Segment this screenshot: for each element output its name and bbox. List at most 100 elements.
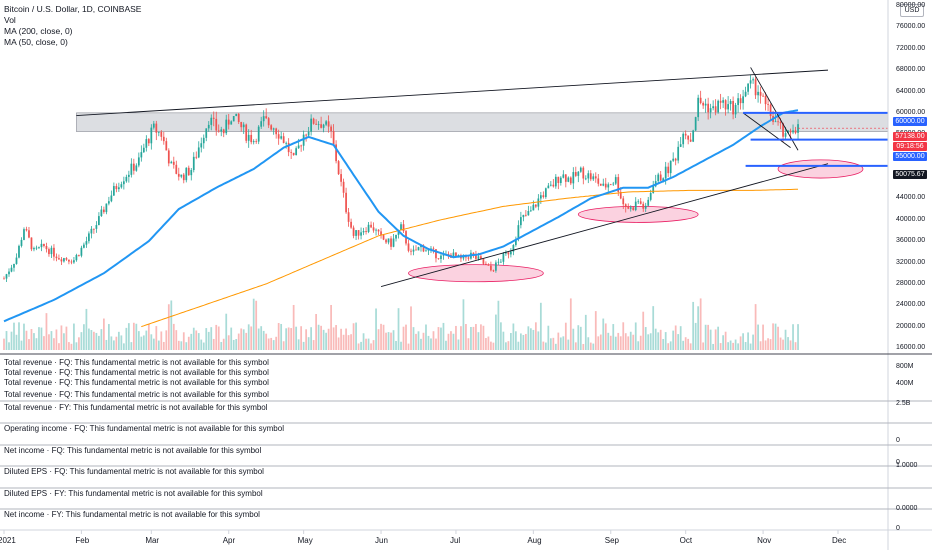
candle-body	[402, 224, 405, 232]
volume-bar	[589, 342, 592, 350]
volume-bar	[207, 331, 210, 350]
volume-bar	[257, 328, 260, 350]
fundamental-pane-label[interactable]: Operating income · FQ: This fundamental …	[4, 424, 284, 433]
fundamental-pane-label[interactable]: Net income · FY: This fundamental metric…	[4, 510, 260, 519]
candle-body	[20, 239, 23, 246]
volume-bar	[277, 323, 280, 350]
candle-body	[582, 167, 585, 179]
time-axis-label: Aug	[527, 536, 542, 545]
candle-body	[115, 186, 118, 190]
trendline-2[interactable]	[380, 163, 829, 287]
volume-bar	[472, 326, 475, 350]
fundamental-pane-label[interactable]: Diluted EPS · FQ: This fundamental metri…	[4, 467, 264, 476]
fundamental-pane-label[interactable]: Total revenue · FQ: This fundamental met…	[4, 378, 269, 387]
price-axis-label: 76000.00	[896, 23, 926, 31]
candle-body	[407, 243, 410, 251]
candle-body	[619, 191, 622, 199]
candle-body	[237, 113, 240, 123]
trendline-1[interactable]	[76, 69, 829, 116]
currency-button[interactable]: USD	[900, 4, 924, 17]
volume-bar	[455, 325, 457, 350]
volume-bar	[789, 340, 792, 350]
volume-bar	[312, 340, 315, 350]
legend-ma50[interactable]: MA (50, close, 0)	[4, 37, 68, 47]
volume-bar	[467, 338, 470, 350]
support-ellipse-3[interactable]	[777, 159, 864, 179]
volume-bar	[340, 328, 342, 350]
candlesticks	[3, 75, 799, 283]
candle-body	[352, 227, 355, 236]
volume-bar	[747, 332, 749, 350]
fundamental-pane-label[interactable]: Net income · FQ: This fundamental metric…	[4, 446, 262, 455]
fundamental-pane-label[interactable]: Total revenue · FQ: This fundamental met…	[4, 390, 269, 399]
volume-bar	[237, 333, 240, 350]
volume-bar	[757, 324, 759, 350]
candle-body	[177, 173, 180, 177]
horizontal-levels	[743, 111, 888, 167]
candle-body	[170, 161, 173, 164]
volume-bar	[544, 342, 547, 350]
price-axis-label: 36000.00	[896, 237, 926, 245]
fundamental-pane-label[interactable]: Total revenue · FQ: This fundamental met…	[4, 358, 269, 367]
candle-body	[502, 253, 505, 262]
volume-bar	[754, 304, 757, 350]
candle-body	[542, 195, 545, 198]
volume-bar	[539, 302, 542, 350]
candle-body	[477, 256, 480, 259]
candle-body	[375, 229, 377, 231]
volume-bar	[687, 338, 690, 350]
trendline-4[interactable]	[742, 112, 791, 148]
volume-bar	[707, 324, 710, 350]
volume-bar	[457, 339, 460, 350]
volume-bar	[197, 333, 200, 350]
support-ellipse-1[interactable]	[408, 264, 544, 283]
volume-bar	[392, 330, 395, 350]
candle-body	[70, 261, 73, 263]
volume-bar	[390, 332, 392, 350]
volume-bar	[515, 331, 517, 350]
support-ellipse-2[interactable]	[577, 205, 699, 223]
volume-bar	[372, 340, 375, 350]
candle-body	[505, 252, 507, 254]
volume-bar	[255, 300, 258, 350]
candle-body	[190, 170, 193, 176]
legend-symbol[interactable]: Bitcoin / U.S. Dollar, 1D, COINBASE	[4, 4, 142, 14]
volume-bar	[694, 322, 697, 350]
candle-body	[220, 129, 223, 132]
volume-bar	[330, 304, 332, 350]
candle-body	[722, 100, 725, 103]
volume-bar	[242, 329, 245, 350]
volume-bar	[442, 322, 445, 350]
candle-body	[692, 130, 695, 142]
legend-ma200[interactable]: MA (200, close, 0)	[4, 26, 73, 36]
price-axis-label: 64000.00	[896, 87, 926, 95]
candle-body	[287, 142, 290, 153]
candle-body	[222, 129, 225, 134]
volume-bar	[387, 332, 390, 350]
candle-body	[659, 174, 662, 181]
volume-bar	[337, 337, 340, 350]
fundamental-pane-label[interactable]: Total revenue · FY: This fundamental met…	[4, 403, 268, 412]
candle-body	[60, 259, 63, 262]
candle-body	[355, 230, 357, 236]
volume-bar	[307, 337, 310, 350]
time-axis-label: Sep	[604, 536, 619, 545]
candle-body	[557, 176, 560, 183]
fundamental-pane-label[interactable]: Diluted EPS · FY: This fundamental metri…	[4, 489, 263, 498]
candle-body	[357, 230, 360, 236]
volume-bar	[15, 334, 18, 350]
candle-body	[282, 136, 285, 143]
legend-volume[interactable]: Vol	[4, 15, 16, 25]
fundamental-pane-label[interactable]: Total revenue · FQ: This fundamental met…	[4, 368, 269, 377]
price-tag-60000: 60000.00	[893, 117, 927, 126]
trendline-3[interactable]	[750, 67, 799, 151]
candle-body	[145, 139, 148, 148]
volume-bar	[697, 306, 700, 350]
volume-bar	[702, 342, 705, 350]
volume-bar	[365, 338, 367, 350]
candle-body	[744, 91, 747, 97]
candle-body	[15, 257, 18, 264]
candle-body	[769, 104, 772, 117]
candle-body	[440, 255, 442, 259]
